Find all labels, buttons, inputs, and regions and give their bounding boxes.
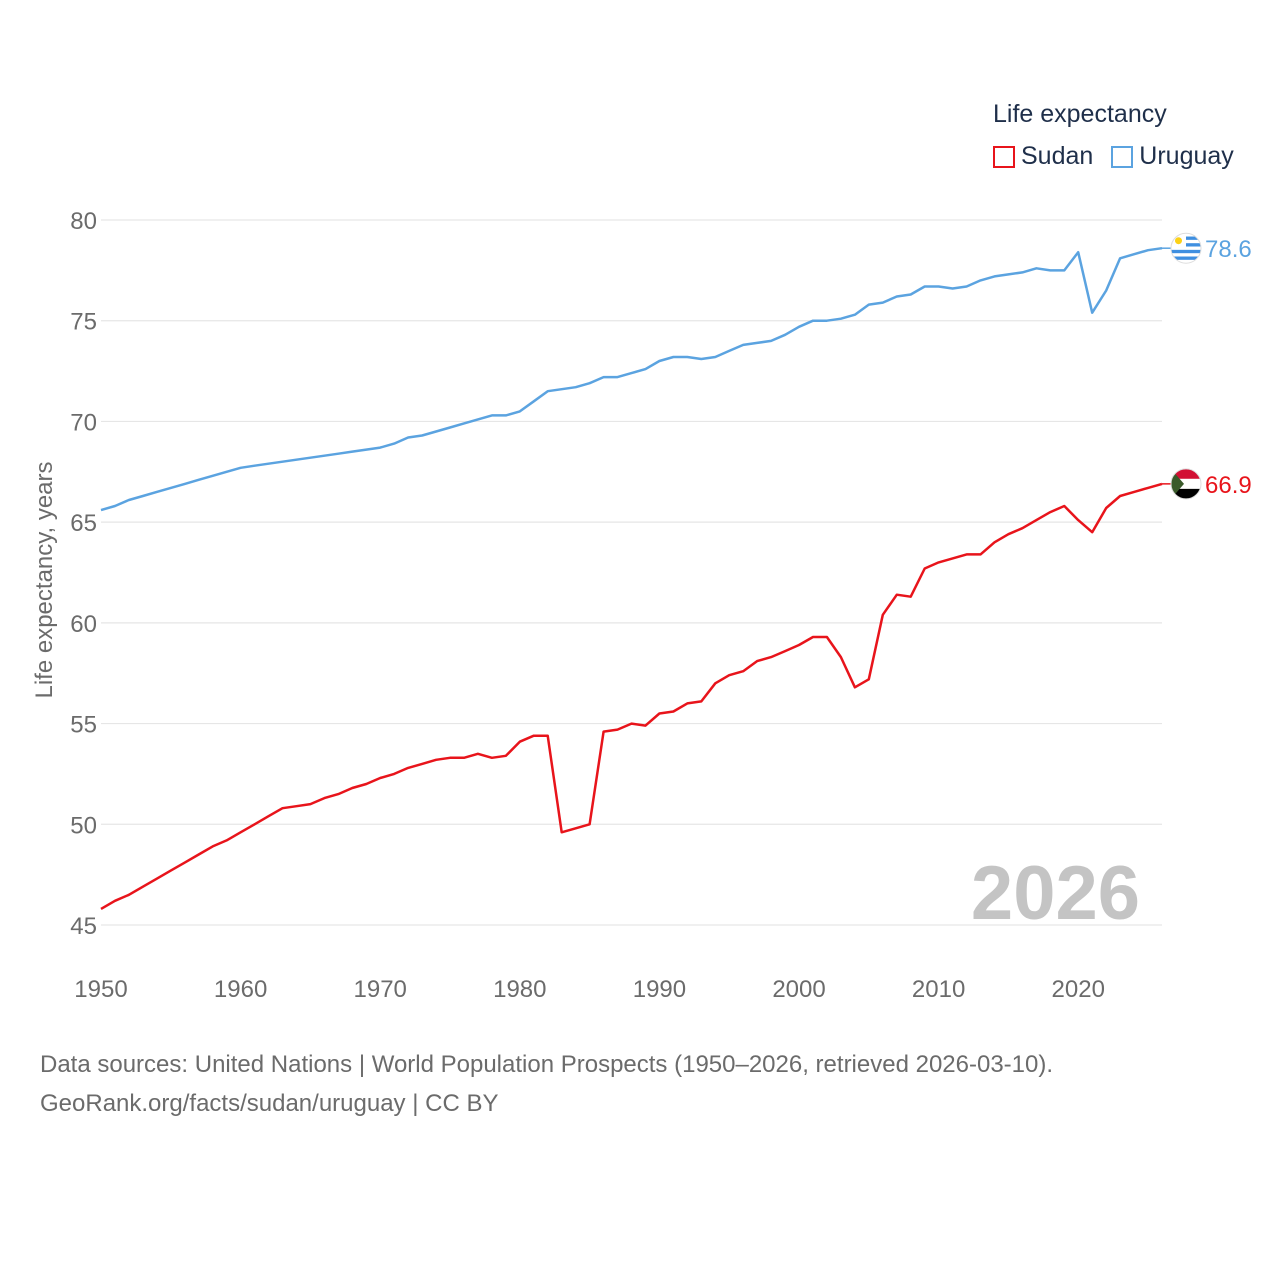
x-tick-label: 1970 [354,976,407,1003]
series-lines [100,246,1163,910]
x-tick-label: 1950 [74,976,127,1003]
legend-label-sudan: Sudan [1021,142,1094,170]
flag-icon-sudan [1170,468,1202,500]
grid-lines [101,219,1162,926]
legend-swatch-uruguay [1111,145,1134,168]
legend: Sudan Uruguay [993,142,1252,171]
y-tick-label: 60 [70,611,97,638]
end-markers: 66.9 78.6 [1162,232,1252,500]
x-tick-label: 1980 [493,976,546,1003]
y-tick-label: 75 [70,309,97,336]
year-watermark: 2026 [970,851,1140,936]
legend-title: Life expectancy [993,100,1167,128]
data-source-line: Data sources: United Nations | World Pop… [40,1051,1054,1078]
series-line-uruguay[interactable] [100,246,1163,512]
source-url-line[interactable]: GeoRank.org/facts/sudan/uruguay | CC BY [40,1090,499,1117]
end-value-label-uruguay: 78.6 [1205,236,1252,263]
y-axis-label: Life expectancy, years [31,461,58,698]
legend-item-uruguay[interactable]: Uruguay [1111,142,1234,171]
y-tick-label: 70 [70,409,97,436]
legend-item-sudan[interactable]: Sudan [993,142,1093,171]
y-axis-ticks: 45 50 55 60 65 70 75 80 [70,208,97,940]
flag-icon-uruguay [1170,232,1202,264]
end-value-label-sudan: 66.9 [1205,472,1252,499]
x-tick-label: 2000 [772,976,825,1003]
legend-label-uruguay: Uruguay [1139,142,1234,170]
x-tick-label: 2020 [1052,976,1105,1003]
x-tick-label: 2010 [912,976,965,1003]
y-tick-label: 55 [70,712,97,739]
x-axis-ticks: 1950 1960 1970 1980 1990 2000 2010 2020 [74,976,1105,1003]
x-tick-label: 1960 [214,976,267,1003]
legend-swatch-sudan [993,145,1015,168]
source-footer: Data sources: United Nations | World Pop… [40,1045,1053,1123]
x-tick-label: 1990 [633,976,686,1003]
y-tick-label: 65 [70,510,97,537]
y-tick-label: 50 [70,812,97,839]
series-line-sudan[interactable] [100,482,1163,910]
y-tick-label: 80 [70,208,97,235]
y-tick-label: 45 [70,913,97,940]
